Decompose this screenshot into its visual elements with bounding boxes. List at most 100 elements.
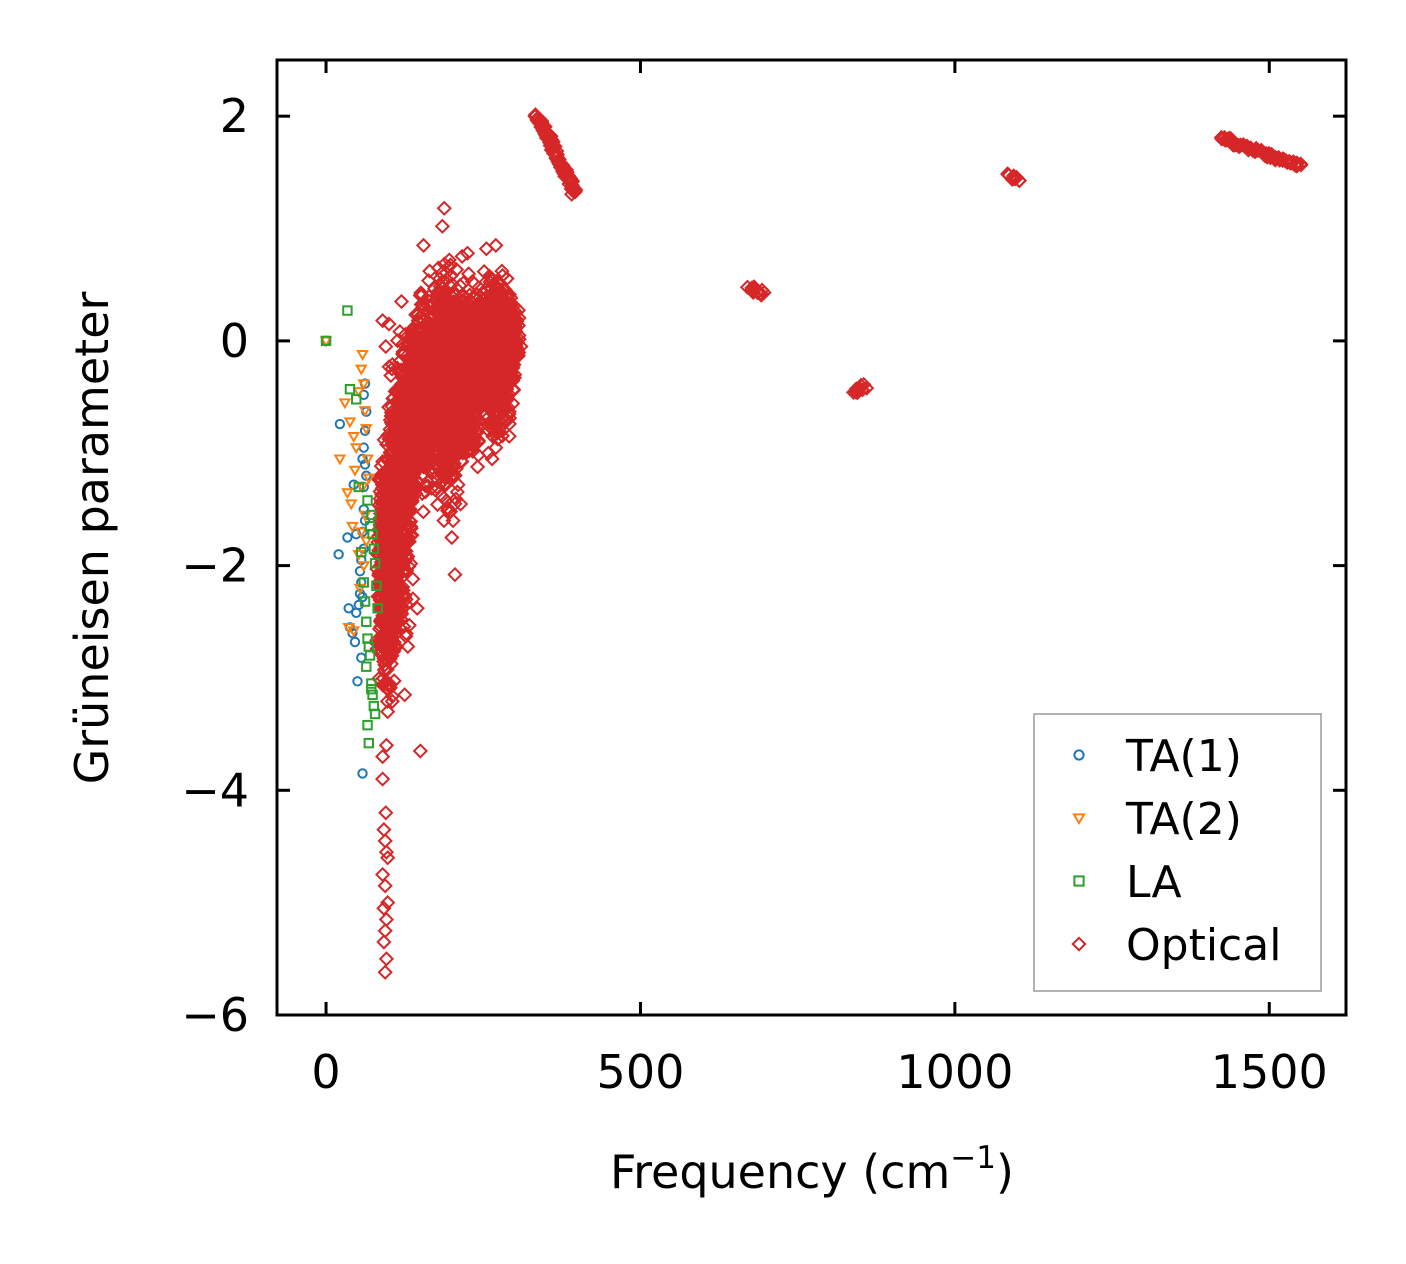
- square-point: [369, 708, 381, 720]
- y-axis-label: Grüneisen parameter: [65, 291, 119, 784]
- diamond-point: [384, 416, 401, 433]
- diamond-point: [488, 237, 504, 254]
- diamond-point: [390, 394, 406, 410]
- diamond-point: [444, 467, 461, 483]
- diamond-point: [401, 440, 418, 456]
- diamond-point: [442, 345, 458, 361]
- x-axis-label-superscript: −1: [950, 1140, 996, 1176]
- x-tick-label: 0: [311, 1045, 340, 1099]
- diamond-point: [386, 523, 403, 539]
- legend-triangle-down-marker: [1072, 813, 1086, 826]
- y-tick-label: −2: [181, 539, 249, 593]
- triangle-down-point: [343, 417, 357, 429]
- triangle-down-point: [349, 443, 363, 455]
- diamond-point: [444, 313, 460, 329]
- circle-point: [359, 425, 371, 436]
- triangle-down-point: [352, 387, 366, 399]
- diamond-point: [392, 553, 408, 569]
- diamond-point: [428, 422, 444, 438]
- diamond-point: [501, 410, 518, 426]
- diamond-point: [394, 498, 410, 514]
- diamond-point: [394, 600, 410, 616]
- diamond-point: [420, 478, 436, 494]
- diamond-point: [406, 462, 422, 478]
- x-tick-label: 1000: [896, 1045, 1013, 1099]
- legend-square-marker: [1073, 875, 1085, 887]
- diamond-point: [431, 377, 447, 393]
- diamond-point: [447, 566, 463, 583]
- square-point: [366, 678, 377, 689]
- diamond-point: [425, 319, 442, 335]
- diamond-point: [451, 339, 467, 355]
- diamond-point: [430, 260, 447, 276]
- diamond-point: [400, 638, 416, 655]
- diamond-point: [494, 267, 511, 284]
- triangle-down-point: [358, 406, 372, 418]
- diamond-point: [397, 456, 413, 473]
- diamond-point: [383, 453, 400, 469]
- diamond-point: [458, 420, 474, 436]
- diamond-point: [405, 334, 421, 350]
- x-axis-label: Frequency (cm−1): [610, 1140, 1014, 1199]
- triangle-down-point: [361, 454, 374, 466]
- diamond-point: [454, 358, 471, 374]
- diamond-point: [383, 569, 400, 585]
- diamond-point: [445, 513, 461, 529]
- diamond-point: [439, 502, 456, 519]
- triangle-down-point: [344, 499, 358, 511]
- triangle-down-point: [357, 561, 371, 573]
- diamond-point: [454, 248, 470, 265]
- legend-label: TA(2): [1125, 794, 1242, 845]
- diamond-point: [490, 361, 506, 378]
- diamond-point: [396, 618, 412, 635]
- x-axis-label-main: Frequency (cm: [610, 1145, 950, 1199]
- diamond-point: [430, 283, 446, 300]
- diamond-point: [401, 617, 417, 633]
- diamond-point: [432, 362, 448, 378]
- diamond-point: [454, 301, 470, 317]
- diamond-point: [470, 396, 487, 413]
- diamond-point: [499, 270, 515, 287]
- legend-label: TA(1): [1125, 731, 1242, 782]
- square-point: [361, 661, 372, 672]
- diamond-point: [1289, 155, 1305, 171]
- legend-label: Optical: [1126, 920, 1281, 971]
- circle-point: [333, 549, 344, 560]
- diamond-point: [564, 186, 580, 202]
- diamond-point: [439, 271, 455, 288]
- diamond-point: [377, 964, 393, 980]
- legend-circle-marker: [1073, 749, 1085, 761]
- diamond-point: [1293, 156, 1309, 172]
- square-point: [359, 596, 371, 607]
- diamond-point: [434, 474, 450, 490]
- triangle-down-point: [356, 350, 369, 361]
- diamond-point: [385, 625, 402, 641]
- diamond-point: [464, 274, 480, 290]
- diamond-point: [497, 399, 513, 415]
- diamond-point: [433, 331, 449, 347]
- diamond-point: [378, 338, 394, 355]
- diamond-point: [390, 623, 406, 640]
- x-tick-label: 1500: [1211, 1045, 1328, 1099]
- diamond-point: [377, 572, 393, 588]
- square-point: [362, 495, 373, 506]
- diamond-point: [387, 481, 404, 497]
- circle-point: [349, 636, 361, 648]
- y-tick-label: 2: [220, 89, 249, 143]
- diamond-point: [408, 392, 424, 408]
- square-point: [356, 546, 367, 558]
- diamond-point: [381, 584, 397, 600]
- diamond-point: [383, 428, 399, 444]
- y-tick-label: −6: [181, 988, 249, 1042]
- series-optical: [369, 107, 1309, 980]
- diamond-point: [486, 426, 503, 442]
- diamond-point: [408, 386, 424, 402]
- legend-entry: TA(2): [1072, 794, 1242, 845]
- diamond-point: [498, 411, 514, 427]
- legend-entry: Optical: [1071, 920, 1281, 971]
- diamond-point: [371, 670, 387, 687]
- diamond-point: [379, 693, 396, 710]
- diamond-point: [453, 319, 469, 335]
